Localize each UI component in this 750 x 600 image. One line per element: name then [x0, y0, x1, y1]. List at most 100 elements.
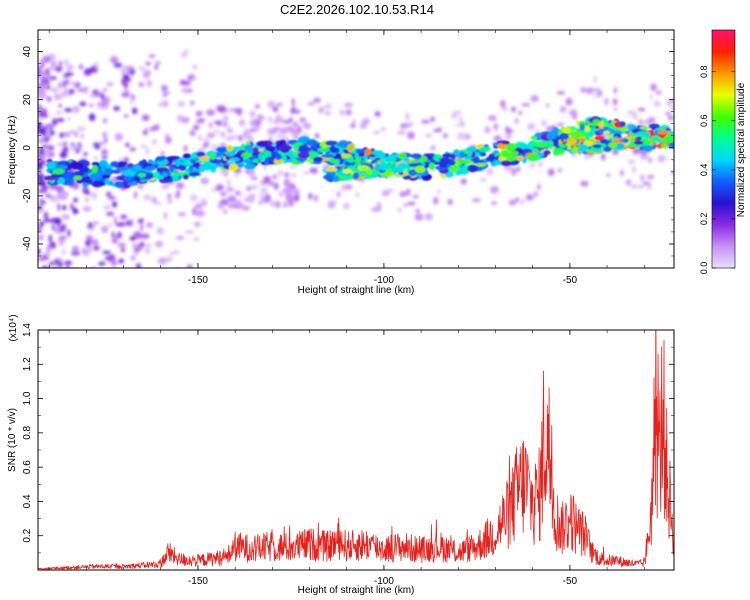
- spectrogram-ridge-cell: [265, 156, 275, 162]
- spectrogram-noise-cell: [169, 251, 175, 256]
- colorbar-label: Normalized spectral amplitude: [736, 82, 747, 217]
- spectrogram-noise-cell: [313, 97, 321, 103]
- spectrogram-noise-cell: [68, 270, 75, 273]
- spectrogram-noise-cell: [400, 122, 407, 130]
- spectrogram-ridge-cell: [266, 145, 276, 153]
- spectrogram-noise-cell: [122, 283, 127, 288]
- spectrogram-noise-cell: [85, 239, 92, 247]
- spectrogram-noise-cell: [196, 110, 203, 116]
- spectrogram-noise-cell: [70, 147, 75, 151]
- spectrogram-noise-cell: [215, 184, 224, 192]
- spectrogram-noise-cell: [165, 133, 169, 138]
- spectrogram-ridge-cell: [664, 135, 671, 143]
- spectrogram-noise-cell: [39, 93, 48, 99]
- spectrogram-noise-cell: [238, 193, 243, 197]
- spectrogram-noise-cell: [40, 108, 48, 115]
- spectrogram-ridge-cell: [374, 157, 381, 162]
- spectrogram-noise-cell: [123, 114, 129, 118]
- snr-x-tick-label: -50: [563, 576, 578, 587]
- spectrogram-ridge-cell: [599, 138, 609, 144]
- spectrogram-ridge-cell: [547, 141, 554, 150]
- spectrogram-noise-cell: [158, 102, 162, 108]
- spectrogram-noise-cell: [156, 227, 165, 235]
- spectrogram-noise-cell: [639, 154, 649, 160]
- spectrogram-y-tick-label: 20: [22, 94, 33, 106]
- spectrogram-noise-cell: [653, 100, 661, 107]
- spectrogram-noise-cell: [293, 109, 301, 114]
- spectrogram-noise-cell: [129, 236, 137, 241]
- spectrogram-noise-cell: [285, 192, 289, 199]
- spectrogram-ridge-cell: [325, 167, 338, 172]
- spectrogram-noise-cell: [65, 285, 74, 289]
- spectrogram-ridge-cell: [566, 137, 578, 145]
- colorbar: 0.0 0.2 0.4 0.6 0.8 Normalized spectral ampl…: [699, 29, 747, 274]
- spectrogram-noise-cell: [637, 184, 644, 189]
- snr-y-tick-label: 1.2: [22, 357, 33, 371]
- spectrogram-noise-cell: [279, 191, 283, 198]
- spectrogram-noise-cell: [282, 120, 291, 124]
- spectrogram-noise-cell: [227, 195, 237, 203]
- colorbar-ticks: 0.0 0.2 0.4 0.6 0.8: [699, 65, 735, 274]
- spectrogram-noise-cell: [38, 189, 46, 193]
- spectrogram-ridge-cell: [232, 146, 241, 152]
- spectrogram-noise-cell: [490, 200, 497, 206]
- spectrogram-ridge-cell: [228, 164, 239, 171]
- spectrogram-noise-cell: [40, 160, 47, 165]
- spectrogram-ridge-cell: [137, 172, 147, 178]
- spectrogram-noise-cell: [77, 125, 86, 132]
- spectrogram-noise-cell: [138, 65, 147, 72]
- spectrogram-noise-cell: [55, 111, 64, 115]
- spectrogram-noise-cell: [70, 267, 74, 268]
- spectrogram-noise-cell: [62, 205, 67, 211]
- spectrogram-ridge-cell: [457, 159, 471, 164]
- spectrogram-noise-cell: [343, 102, 353, 108]
- spectrogram-noise-cell: [166, 256, 173, 263]
- spectrogram-noise-cell: [113, 216, 118, 225]
- spectrogram-noise-cell: [266, 128, 275, 136]
- spectrogram-noise-cell: [264, 196, 269, 204]
- spectrogram-ridge-cell: [526, 153, 539, 162]
- spectrogram-noise-cell: [215, 120, 223, 127]
- spectrogram-noise-cell: [432, 196, 439, 205]
- spectrogram-noise-cell: [202, 202, 207, 207]
- spectrogram-noise-cell: [89, 103, 94, 108]
- spectrogram-noise-cell: [116, 274, 122, 282]
- spectrogram-noise-cell: [217, 202, 224, 210]
- figure-title: C2E2.2026.102.10.53.R14: [280, 2, 434, 17]
- spectrogram-noise-cell: [533, 191, 539, 198]
- spectrogram-ridge-cell: [579, 143, 588, 151]
- spectrogram-noise-cell: [239, 203, 245, 209]
- spectrogram-noise-cell: [152, 138, 157, 145]
- spectrogram-ridge-cell: [81, 179, 92, 183]
- spectrogram-noise-cell: [123, 88, 130, 93]
- spectrogram-noise-cell: [172, 250, 180, 255]
- spectrogram-ridge-cell: [91, 165, 99, 174]
- spectrogram-noise-cell: [51, 194, 60, 203]
- spectrogram-noise-cell: [57, 117, 63, 123]
- spectrogram-noise-cell: [299, 116, 307, 123]
- spectrogram-noise-cell: [225, 186, 235, 193]
- spectrogram-noise-cell: [414, 213, 424, 221]
- spectrogram-noise-cell: [594, 87, 600, 92]
- spectrogram-noise-cell: [130, 255, 136, 261]
- spectrogram-noise-cell: [631, 165, 637, 174]
- spectrogram-noise-cell: [174, 193, 181, 199]
- spectrogram-noise-cell: [307, 101, 315, 106]
- spectrogram-noise-cell: [274, 182, 279, 190]
- spectrogram-noise-cell: [98, 275, 104, 281]
- spectrogram-noise-cell: [65, 264, 70, 268]
- spectrogram-noise-cell: [38, 66, 42, 71]
- spectrogram-noise-cell: [164, 136, 172, 144]
- spectrogram-noise-cell: [260, 186, 268, 194]
- spectrogram-ridge-cell: [648, 123, 660, 130]
- spectrogram-noise-cell: [486, 167, 493, 176]
- spectrogram-ridge-cell: [91, 180, 104, 188]
- spectrogram-noise-cell: [206, 109, 215, 117]
- spectrogram-noise-cell: [213, 129, 221, 134]
- spectrogram-noise-cell: [547, 168, 555, 177]
- spectrogram-noise-cell: [40, 129, 47, 136]
- spectrogram-noise-cell: [73, 269, 80, 275]
- spectrogram-ridge-cell: [114, 181, 124, 188]
- spectrogram-ridge-cell: [644, 133, 650, 139]
- spectrogram-ridge-cell: [651, 138, 663, 143]
